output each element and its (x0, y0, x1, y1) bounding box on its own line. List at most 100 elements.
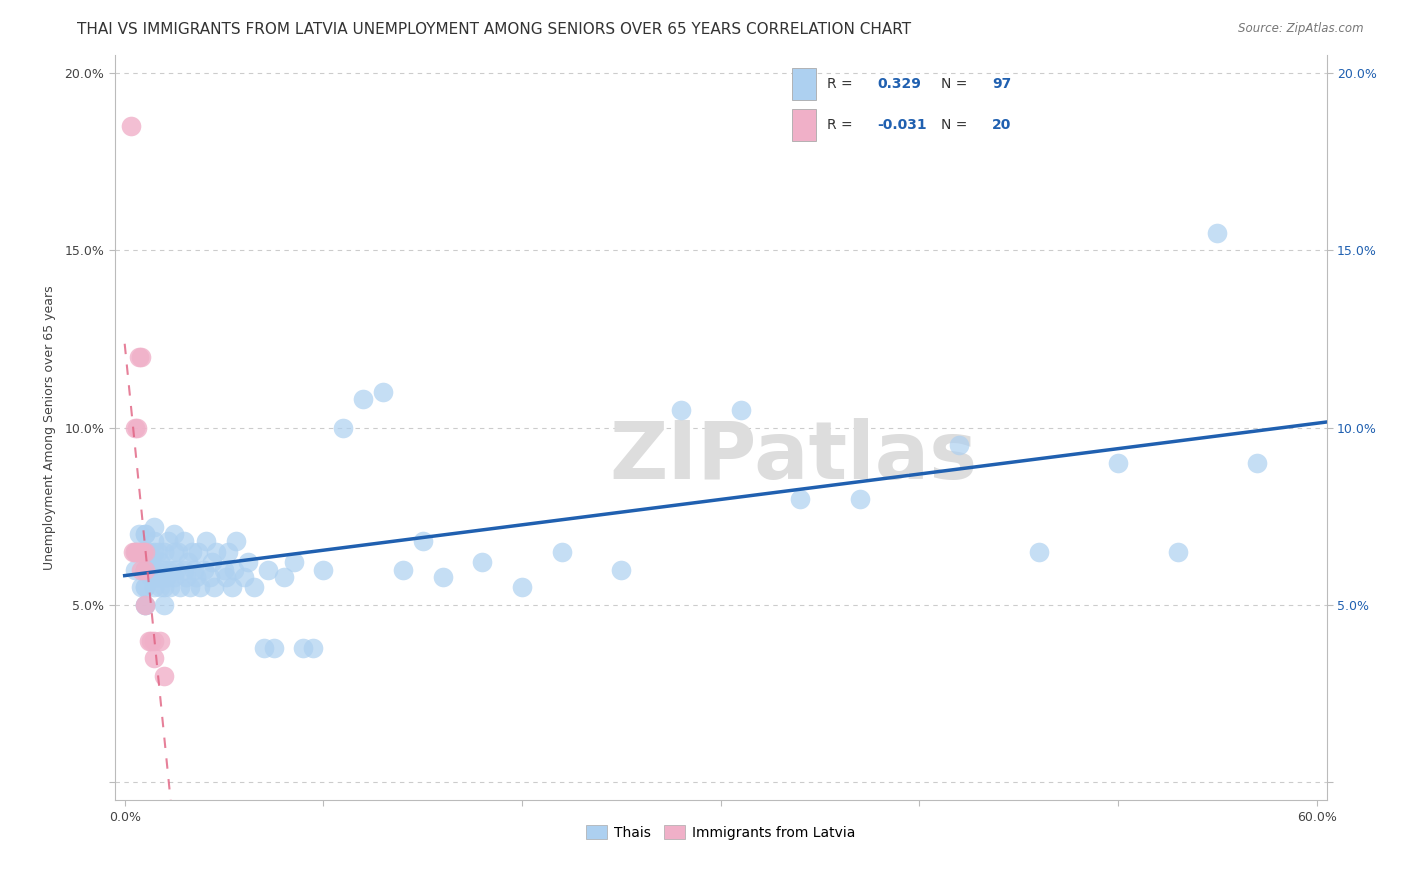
Point (143, 534, 166, 549)
Point (153, 563, 176, 577)
Point (177, 556, 200, 570)
Point (188, 580, 211, 594)
Point (134, 580, 156, 594)
Point (145, 563, 167, 577)
Point (332, 420, 354, 434)
Point (143, 633, 166, 648)
Point (212, 563, 235, 577)
Point (222, 563, 245, 577)
Point (155, 569, 177, 583)
Point (205, 545, 228, 559)
Point (551, 545, 574, 559)
Point (195, 534, 218, 549)
Point (302, 640, 325, 655)
Point (173, 563, 195, 577)
Point (121, 545, 143, 559)
Text: THAI VS IMMIGRANTS FROM LATVIA UNEMPLOYMENT AMONG SENIORS OVER 65 YEARS CORRELAT: THAI VS IMMIGRANTS FROM LATVIA UNEMPLOYM… (77, 22, 911, 37)
Point (371, 385, 394, 400)
Point (141, 563, 163, 577)
Point (131, 545, 153, 559)
Point (225, 534, 247, 549)
Point (202, 580, 225, 594)
Point (159, 580, 181, 594)
Point (163, 569, 186, 583)
Point (120, 119, 142, 133)
Point (169, 580, 191, 594)
Point (143, 651, 166, 665)
Point (232, 569, 254, 583)
Point (165, 563, 187, 577)
Point (221, 580, 243, 594)
Point (143, 520, 166, 534)
Point (256, 563, 278, 577)
Point (134, 527, 156, 541)
Point (610, 563, 633, 577)
Point (134, 598, 156, 612)
Point (162, 563, 184, 577)
Point (125, 420, 148, 434)
Point (187, 545, 209, 559)
Point (149, 556, 172, 570)
Point (292, 640, 315, 655)
Point (193, 563, 215, 577)
Point (163, 527, 186, 541)
Point (143, 545, 166, 559)
Point (153, 545, 176, 559)
Point (198, 569, 221, 583)
Point (149, 633, 172, 648)
Point (273, 569, 295, 583)
Point (471, 556, 494, 570)
Point (789, 491, 811, 506)
Point (128, 350, 150, 364)
Point (128, 545, 150, 559)
Point (131, 545, 153, 559)
Point (129, 350, 152, 364)
Point (128, 527, 150, 541)
Point (157, 563, 180, 577)
Point (1206, 226, 1229, 240)
Point (129, 563, 152, 577)
Text: Source: ZipAtlas.com: Source: ZipAtlas.com (1239, 22, 1364, 36)
Point (134, 563, 156, 577)
Point (134, 563, 156, 577)
Point (236, 556, 259, 570)
Point (124, 545, 146, 559)
Point (183, 563, 205, 577)
Point (730, 403, 752, 417)
Point (134, 563, 156, 577)
Point (124, 545, 146, 559)
Point (148, 569, 170, 583)
Point (201, 556, 224, 570)
Point (167, 545, 190, 559)
Point (124, 420, 146, 434)
Point (243, 580, 266, 594)
Point (173, 534, 195, 549)
Point (153, 580, 176, 594)
Point (139, 569, 162, 583)
Point (157, 534, 180, 549)
Point (134, 580, 156, 594)
Point (669, 403, 692, 417)
Point (134, 598, 156, 612)
Point (510, 580, 533, 594)
Point (352, 392, 374, 407)
Point (139, 556, 162, 570)
Point (134, 527, 156, 541)
Point (143, 569, 166, 583)
Text: ZIPatlas: ZIPatlas (609, 418, 977, 497)
Point (432, 569, 454, 583)
Point (181, 545, 204, 559)
Point (412, 534, 434, 549)
Point (283, 556, 305, 570)
Point (312, 563, 335, 577)
Point (134, 545, 156, 559)
Point (174, 569, 197, 583)
Y-axis label: Unemployment Among Seniors over 65 years: Unemployment Among Seniors over 65 years (44, 285, 56, 570)
Point (134, 598, 156, 612)
Point (143, 580, 166, 594)
Point (1028, 545, 1050, 559)
Point (153, 669, 176, 683)
Point (179, 580, 201, 594)
Point (1107, 456, 1129, 470)
Point (1246, 456, 1268, 470)
